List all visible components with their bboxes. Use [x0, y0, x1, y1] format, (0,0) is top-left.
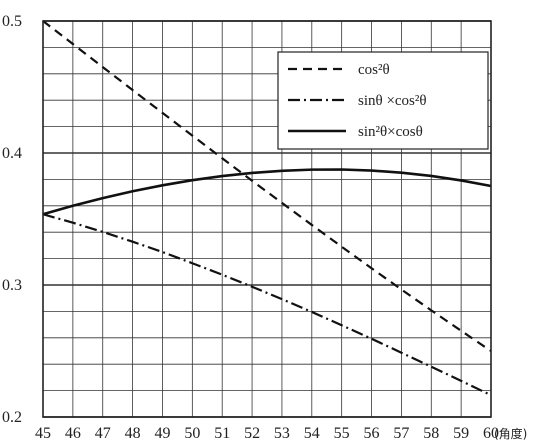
y-tick-label: 0.4 — [2, 145, 22, 162]
series-lines — [42, 20, 492, 397]
legend-label: sin²θ×cosθ — [358, 124, 423, 140]
x-tick-label: 59 — [453, 425, 469, 442]
legend-label: cos²θ — [358, 62, 390, 78]
x-axis-label: (角度) — [494, 426, 527, 441]
x-tick-label: 49 — [154, 425, 170, 442]
x-tick-label: 56 — [364, 425, 380, 442]
x-tick-label: 60 — [483, 425, 499, 442]
legend-label: sinθ ×cos²θ — [358, 93, 427, 109]
x-tick-label: 48 — [125, 425, 141, 442]
x-tick-label: 54 — [304, 425, 320, 442]
y-tick-labels: 0.2 0.3 0.4 0.5 — [2, 13, 22, 426]
x-tick-label: 45 — [35, 425, 51, 442]
x-tick-label: 57 — [393, 425, 409, 442]
plot-frame — [42, 20, 492, 418]
y-tick-label: 0.2 — [2, 409, 22, 426]
series-line — [42, 20, 492, 352]
plot-border — [42, 20, 492, 418]
x-tick-label: 52 — [244, 425, 260, 442]
x-tick-label: 53 — [274, 425, 290, 442]
x-tick-labels: 45 46 47 48 49 50 51 52 53 54 55 56 57 58 59 60 — [35, 425, 499, 442]
series-line — [42, 213, 492, 397]
series-line — [42, 168, 492, 216]
x-tick-label: 47 — [95, 425, 111, 442]
x-tick-label: 58 — [423, 425, 439, 442]
x-tick-label: 51 — [214, 425, 230, 442]
y-tick-label: 0.5 — [2, 13, 22, 30]
x-tick-label: 50 — [184, 425, 200, 442]
legend: cos²θ sinθ ×cos²θ sin²θ×cosθ — [277, 51, 489, 150]
x-tick-label: 46 — [65, 425, 81, 442]
y-tick-label: 0.3 — [2, 277, 22, 294]
x-tick-label: 55 — [334, 425, 350, 442]
